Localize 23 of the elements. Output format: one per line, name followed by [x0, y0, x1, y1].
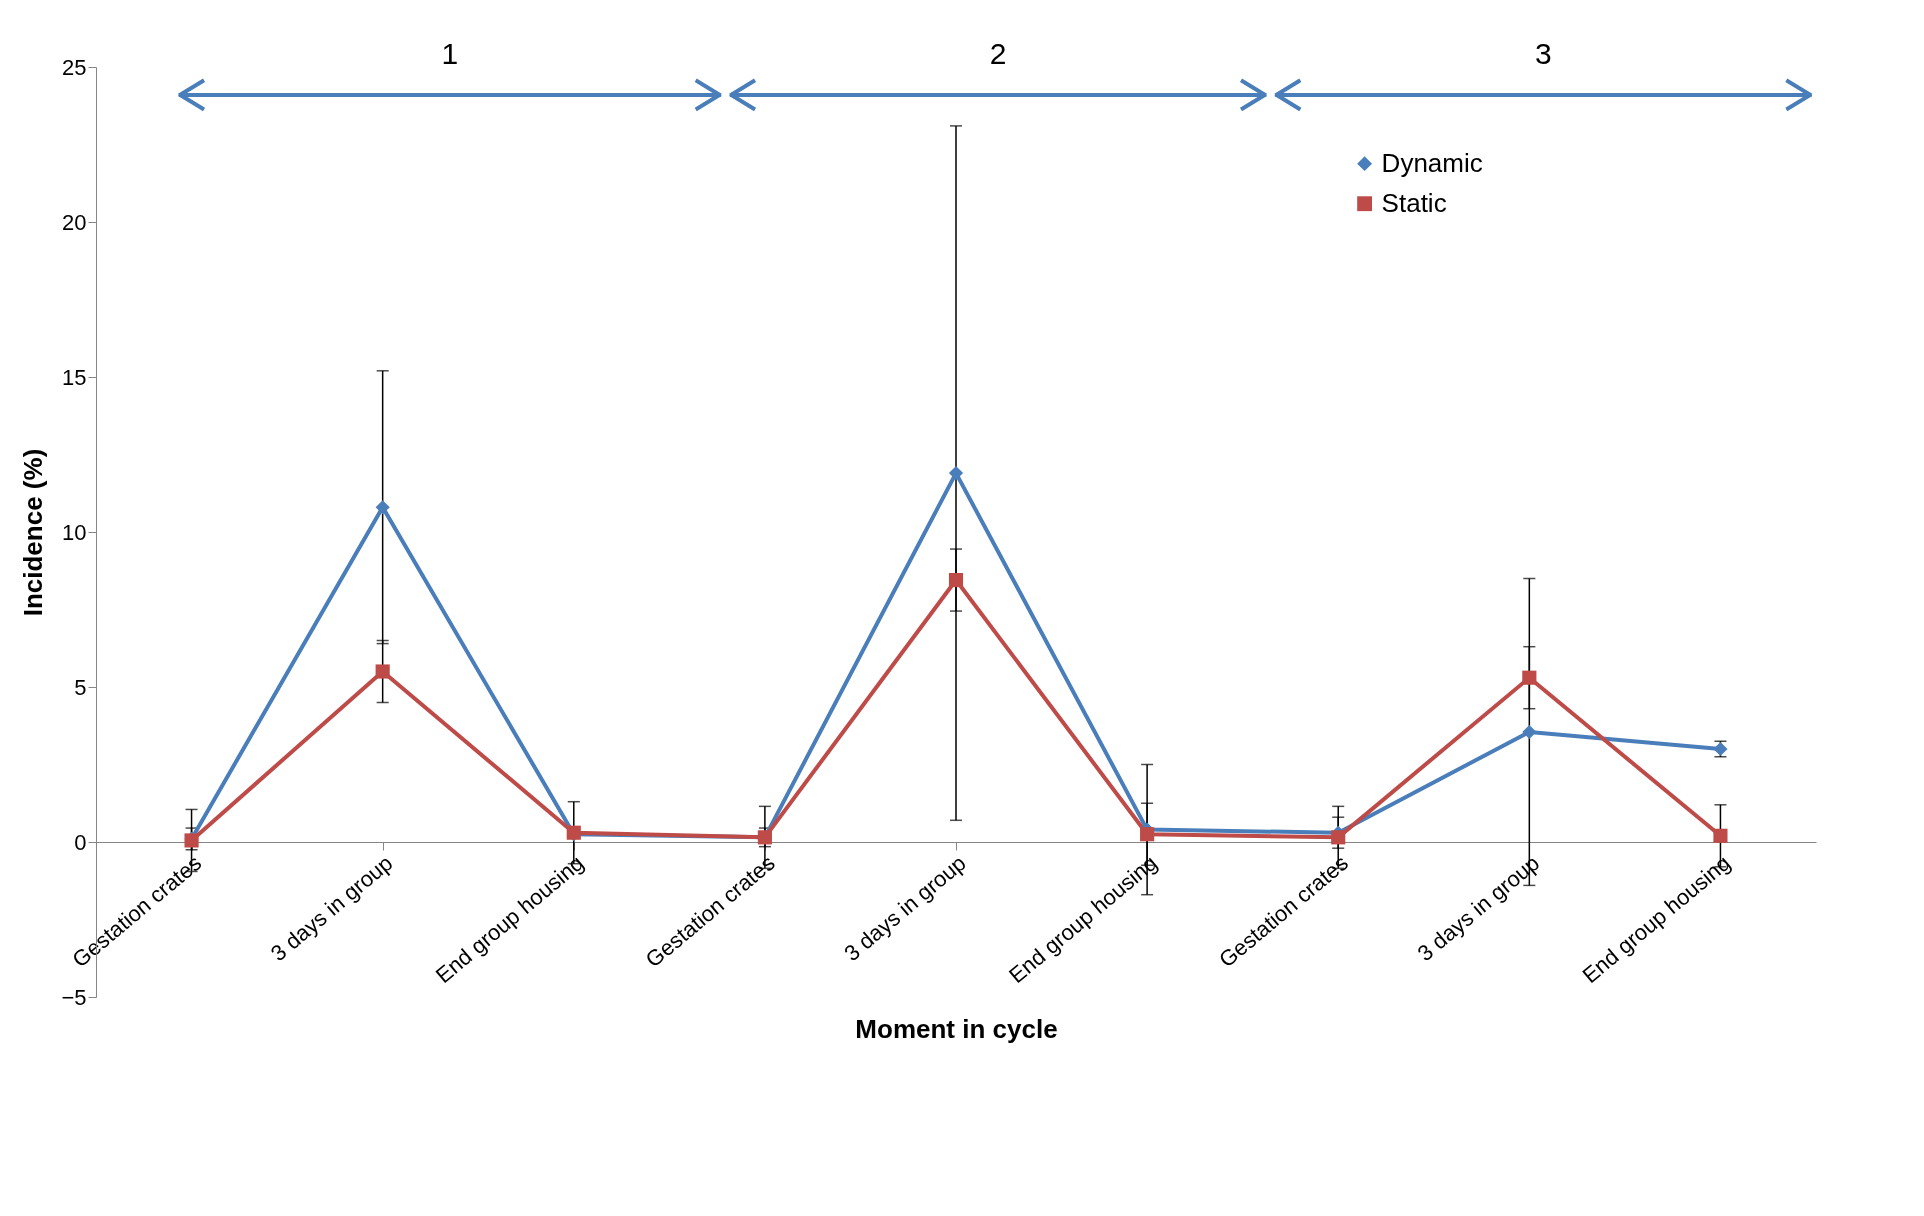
x-axis-title: Moment in cycle: [855, 1014, 1058, 1045]
legend-label: Static: [1381, 187, 1447, 218]
y-tick-label: 5: [74, 674, 87, 700]
y-tick-label: 0: [74, 829, 87, 855]
point: [1713, 828, 1728, 843]
point: [375, 664, 390, 679]
point: [1522, 670, 1537, 685]
y-axis-title: Incidence (%): [18, 448, 49, 617]
point: [1331, 830, 1346, 845]
point: [375, 500, 390, 515]
y-tick-label: 25: [62, 54, 87, 80]
y-tick-label: 10: [62, 519, 87, 545]
point: [948, 466, 964, 481]
y-tick-label: −5: [61, 984, 87, 1010]
legend-label: Dynamic: [1381, 147, 1483, 178]
y-tick-label: 15: [62, 364, 87, 390]
point: [948, 572, 964, 588]
annotation: 1: [441, 37, 459, 71]
point: [1522, 724, 1537, 740]
annotation: 3: [1535, 37, 1552, 71]
annotation: 2: [989, 37, 1007, 71]
y-tick-label: 20: [62, 209, 87, 235]
point: [1140, 827, 1155, 842]
